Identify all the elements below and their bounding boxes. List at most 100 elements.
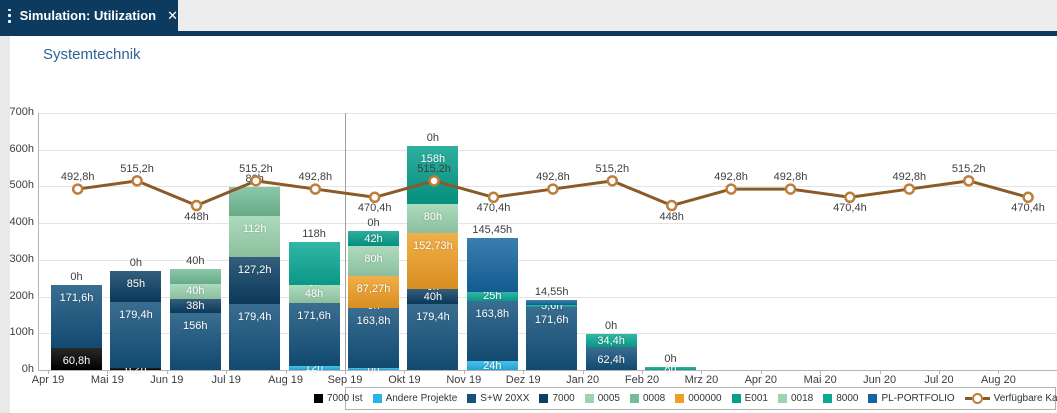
capacity-point[interactable] <box>487 191 500 204</box>
legend-item[interactable]: 000000 <box>675 393 722 404</box>
page-title: Systemtechnik <box>43 46 141 63</box>
legend-swatch <box>539 394 549 403</box>
bar-segment[interactable] <box>229 257 281 305</box>
tab-simulation-utilization[interactable]: Simulation: Utilization ✕ <box>0 0 178 31</box>
bar-segment[interactable] <box>526 306 578 370</box>
bar-segment[interactable] <box>51 284 102 348</box>
legend-item[interactable]: PL-PORTFOLIO <box>868 393 955 404</box>
bar-segment-label: 158h <box>420 152 446 165</box>
bar-segment[interactable] <box>288 241 340 285</box>
bar-segment[interactable] <box>110 367 162 370</box>
capacity-point[interactable] <box>784 183 797 195</box>
capacity-point[interactable] <box>1022 191 1034 204</box>
capacity-point[interactable] <box>71 183 84 195</box>
close-icon[interactable]: ✕ <box>167 7 178 23</box>
legend-item[interactable]: E001 <box>731 393 768 404</box>
bar-segment[interactable] <box>110 270 162 302</box>
legend-item[interactable]: 0005 <box>584 393 620 404</box>
bar-segment[interactable] <box>526 304 578 307</box>
capacity-point[interactable] <box>250 175 262 187</box>
y-gridline <box>38 186 1057 188</box>
legend-label: Verfügbare Kapazität <box>993 393 1057 404</box>
bar-segment[interactable] <box>348 230 399 247</box>
bar-segment[interactable] <box>348 246 399 276</box>
legend-item[interactable]: Andere Projekte <box>372 393 457 404</box>
y-gridline <box>38 113 1057 114</box>
x-axis-line <box>38 370 1057 371</box>
bar-segment[interactable] <box>229 186 281 217</box>
x-axis-tick <box>166 370 168 374</box>
legend-item[interactable]: 0008 <box>629 393 666 404</box>
bar-segment[interactable] <box>169 284 221 299</box>
capacity-point[interactable] <box>903 183 916 195</box>
bar-segment[interactable] <box>407 145 459 204</box>
y-axis-tick-label: 100h <box>9 326 34 339</box>
bar-segment[interactable] <box>169 312 221 370</box>
bar-segment[interactable] <box>288 365 340 370</box>
bar-segment-label: 48h <box>304 287 324 300</box>
bar-segment[interactable] <box>229 216 281 258</box>
capacity-point[interactable] <box>428 175 440 187</box>
x-axis-tick-label: Apr 20 <box>744 374 777 386</box>
bar-segment[interactable] <box>169 298 221 313</box>
bar-segment-label: 163,8h <box>356 314 391 327</box>
x-axis-tick-label: Jul 19 <box>211 374 241 386</box>
capacity-point[interactable] <box>131 175 143 187</box>
bar-top-label: 0h <box>426 131 440 144</box>
legend-item[interactable]: 8000 <box>823 393 858 404</box>
bar-segment-label: 171,6h <box>59 291 94 304</box>
legend-item[interactable]: 0018 <box>777 393 813 404</box>
capacity-point[interactable] <box>665 199 678 212</box>
legend-label: 0008 <box>642 393 666 404</box>
bar-segment[interactable] <box>407 233 459 290</box>
capacity-point[interactable] <box>725 183 737 195</box>
capacity-point[interactable] <box>368 191 381 204</box>
bar-segment[interactable] <box>466 301 518 362</box>
bar-segment[interactable] <box>466 238 518 292</box>
bar-segment-label: 171,6h <box>297 309 331 322</box>
capacity-point[interactable] <box>962 175 975 187</box>
bar-segment[interactable] <box>229 304 281 370</box>
capacity-point[interactable] <box>606 175 619 187</box>
bar-top-label: 40h <box>186 255 205 268</box>
bar-segment[interactable] <box>288 302 340 366</box>
capacity-point[interactable] <box>190 199 203 212</box>
bar-segment[interactable] <box>169 269 221 285</box>
bar-segment[interactable] <box>407 304 459 370</box>
bar-segment[interactable] <box>51 347 102 370</box>
bar-segment-label: 24h <box>483 359 502 372</box>
bar-segment[interactable] <box>407 204 459 234</box>
bar-segment[interactable] <box>348 275 399 308</box>
bar-segment[interactable] <box>585 334 637 348</box>
bar-segment[interactable] <box>348 367 399 370</box>
x-axis-tick <box>48 370 49 374</box>
legend-swatch <box>629 394 639 403</box>
capacity-point[interactable] <box>547 183 559 195</box>
tab-bar-underline <box>0 31 1057 36</box>
bar-top-label: 14,55h <box>534 285 569 298</box>
bar-segment[interactable] <box>466 291 518 302</box>
capacity-value-label: 492,8h <box>714 171 748 184</box>
legend-item[interactable]: 7000 <box>539 393 575 404</box>
legend-swatch <box>467 394 477 403</box>
y-axis-tick-label: 300h <box>9 252 34 265</box>
capacity-value-label: 448h <box>184 210 209 223</box>
legend-item[interactable]: Verfügbare Kapazität <box>964 393 1057 404</box>
bar-segment[interactable] <box>526 299 578 305</box>
bar-segment[interactable] <box>466 361 518 370</box>
bar-segment[interactable] <box>288 284 340 303</box>
bar-segment[interactable] <box>110 301 162 368</box>
bar-segment[interactable] <box>645 367 696 370</box>
bar-top-label: 118h <box>302 227 326 240</box>
x-axis-tick <box>701 370 703 374</box>
legend-item[interactable]: S+W 20XX <box>467 393 529 404</box>
capacity-point[interactable] <box>309 183 322 195</box>
capacity-point[interactable] <box>844 191 856 204</box>
hamburger-menu-icon[interactable] <box>8 8 11 23</box>
legend-item[interactable]: 7000 Ist <box>313 393 363 404</box>
bar-segment[interactable] <box>407 289 459 305</box>
bar-segment[interactable] <box>585 347 637 370</box>
bar-segment[interactable] <box>348 307 399 368</box>
bar-top-label: 0h <box>70 270 83 283</box>
